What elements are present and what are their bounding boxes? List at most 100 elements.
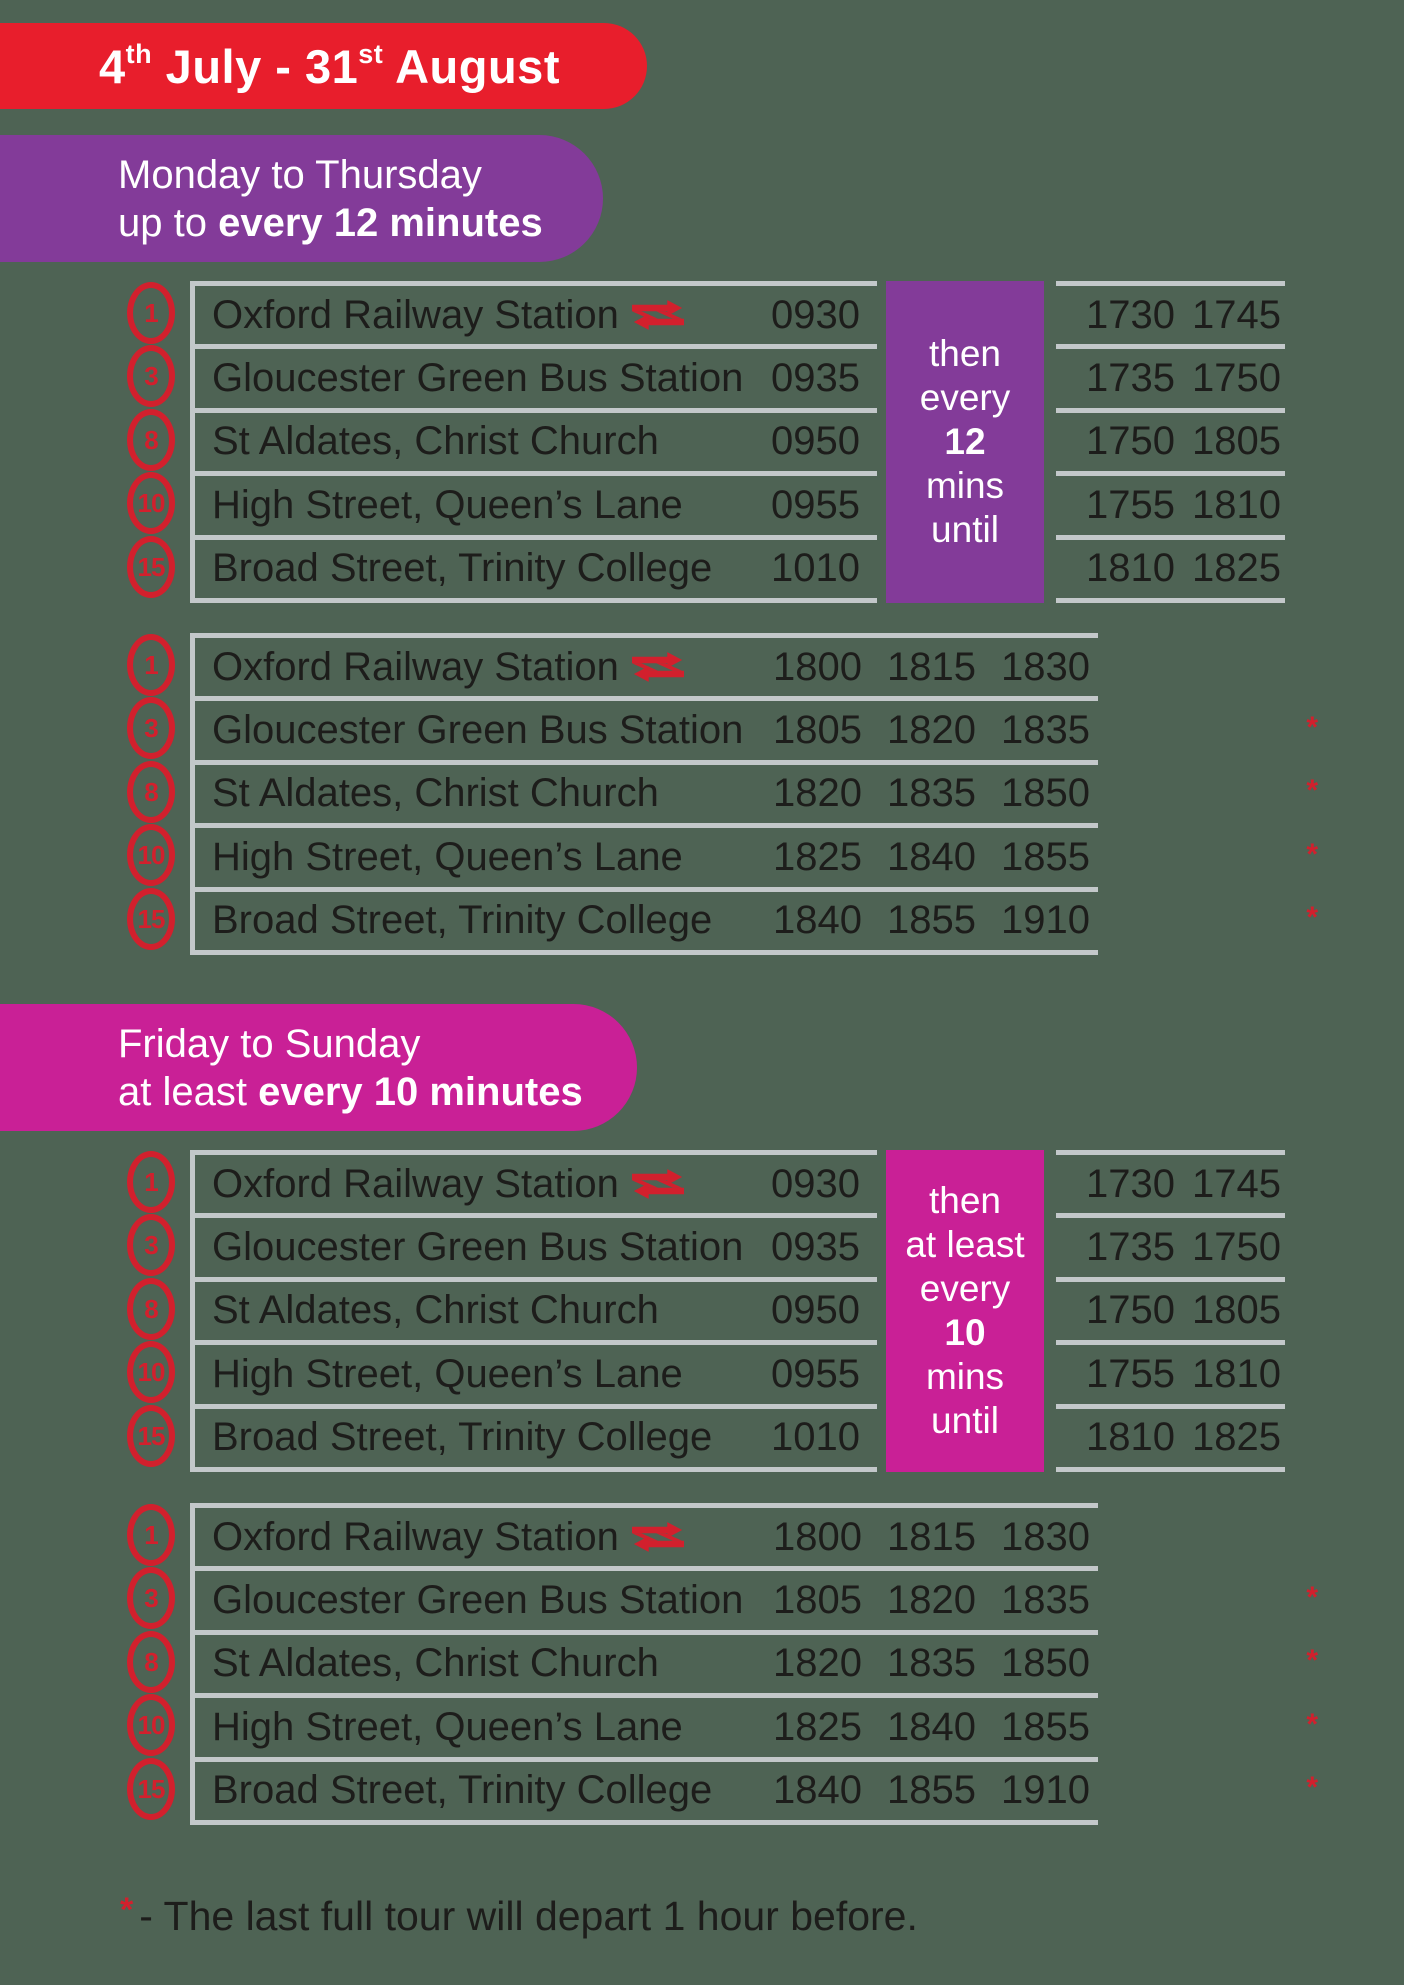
table-row: 1810 1825	[1056, 534, 1285, 598]
national-rail-icon	[631, 1522, 684, 1553]
table-row: 1755 1810	[1056, 471, 1285, 534]
stop-number-badge: 3	[127, 1567, 175, 1629]
depart-time: 0955	[771, 482, 860, 527]
table-left-rule	[190, 633, 195, 955]
stop-number-badge: 1	[127, 1504, 175, 1566]
table-row: 1735 1750	[1056, 344, 1285, 407]
stops-and-first-departures: Oxford Railway Station 0930 Gloucester G…	[195, 1150, 877, 1472]
stop-number-badge: 8	[127, 1631, 175, 1693]
stop-name: Gloucester Green Bus Station	[212, 356, 744, 401]
depart-time: 1835 *	[1001, 708, 1318, 753]
table-row: Oxford Railway Station 1800 1815 1830	[195, 1503, 1098, 1566]
stops-and-first-departures: Oxford Railway Station 0930 Gloucester G…	[195, 281, 877, 603]
table-left-rule	[190, 281, 195, 603]
depart-time: 1735	[1086, 356, 1176, 401]
table-row: 1735 1750	[1056, 1213, 1285, 1276]
depart-time: 1855	[887, 898, 976, 943]
depart-time: 0930	[771, 1161, 860, 1206]
stop-name: Broad Street, Trinity College	[212, 1415, 713, 1460]
depart-time: 1755	[1086, 482, 1176, 527]
stop-number-badge: 1	[127, 634, 175, 696]
last-tour-asterisk: *	[1306, 1644, 1318, 1678]
last-tour-asterisk: *	[1306, 1581, 1318, 1615]
table-row: 1750 1805	[1056, 407, 1285, 471]
depart-time: 1810	[1192, 1351, 1281, 1396]
depart-time: 1820	[773, 1641, 862, 1686]
table-row: High Street, Queen’s Lane 1825 1840 1855 *	[195, 1693, 1318, 1756]
depart-time: 0935	[771, 1225, 860, 1270]
depart-time: 1815	[887, 644, 976, 689]
depart-time: 1840	[887, 834, 976, 879]
then-every-10-mins-box: then at least every 10 mins until	[886, 1150, 1044, 1472]
table-row: St Aldates, Christ Church 1820 1835 1850 *	[195, 1629, 1318, 1693]
stop-name: High Street, Queen’s Lane	[212, 1351, 683, 1396]
table-row: High Street, Queen’s Lane 0955	[195, 471, 877, 534]
table-left-rule	[190, 1503, 195, 1825]
table-row: 1730 1745	[1056, 281, 1285, 344]
depart-time: 1850 *	[1001, 771, 1318, 816]
stop-number-badge: 15	[127, 1405, 175, 1467]
stop-number-badge: 10	[127, 1694, 175, 1756]
national-rail-icon	[631, 1169, 684, 1200]
depart-time: 1840	[773, 898, 862, 943]
depart-time: 1855 *	[1001, 834, 1318, 879]
table-left-rule	[190, 1150, 195, 1472]
table-row: Gloucester Green Bus Station 1805 1820 183…	[195, 696, 1318, 759]
stops-and-late-departures: Oxford Railway Station 1800 1815 1830 Glou…	[195, 1503, 1318, 1825]
last-tour-asterisk: *	[1306, 837, 1318, 871]
stop-number-badge: 3	[127, 697, 175, 759]
depart-time: 0935	[771, 356, 860, 401]
stop-number-badge: 10	[127, 472, 175, 534]
table-row: 1750 1805	[1056, 1276, 1285, 1340]
depart-time: 1855 *	[1001, 1704, 1318, 1749]
depart-time: 1825	[773, 834, 862, 879]
table-row: 1755 1810	[1056, 1340, 1285, 1403]
mon-thu-frequency-banner: Monday to Thursday up to every 12 minute…	[0, 135, 603, 262]
depart-time: 1805	[1192, 1288, 1281, 1333]
depart-time: 0930	[771, 292, 860, 337]
depart-time: 1750	[1086, 419, 1176, 464]
footnote-text: - The last full tour will depart 1 hour …	[139, 1893, 918, 1939]
stop-name: Gloucester Green Bus Station	[212, 1225, 744, 1270]
last-tour-asterisk: *	[1306, 901, 1318, 935]
table-row: Broad Street, Trinity College 1010	[195, 1403, 877, 1467]
depart-time: 1750	[1192, 356, 1281, 401]
footnote-asterisk: *	[120, 1891, 134, 1929]
stop-name: Oxford Railway Station	[212, 1162, 684, 1207]
stop-name: Broad Street, Trinity College	[212, 898, 713, 943]
depart-time: 1745	[1192, 292, 1281, 337]
stop-number-badge: 15	[127, 1758, 175, 1820]
depart-time: 1010	[771, 1415, 860, 1460]
stop-number-badge: 15	[127, 888, 175, 950]
stop-number-badge: 1	[127, 282, 175, 344]
last-tour-asterisk: *	[1306, 711, 1318, 745]
stop-name: Oxford Railway Station	[212, 293, 684, 338]
last-tour-asterisk: *	[1306, 774, 1318, 808]
table-row: 1730 1745	[1056, 1150, 1285, 1213]
fri-sun-frequency-banner: Friday to Sunday at least every 10 minut…	[0, 1004, 637, 1131]
table-row: St Aldates, Christ Church 0950	[195, 407, 877, 471]
depart-time: 0950	[771, 1288, 860, 1333]
depart-time: 1010	[771, 546, 860, 591]
mon-thu-late-timetable: 1 3 8 10 15 Oxford Railway Station 1800 1…	[0, 633, 1404, 955]
depart-time: 1750	[1086, 1288, 1176, 1333]
stop-name: St Aldates, Christ Church	[212, 1641, 659, 1686]
fri-sun-early-timetable: 1 3 8 10 15 Oxford Railway Station 0930 …	[0, 1150, 1404, 1472]
depart-time: 1730	[1086, 1161, 1176, 1206]
stop-number-badge: 8	[127, 1278, 175, 1340]
stop-number-badge: 3	[127, 345, 175, 407]
depart-time: 1805	[773, 1578, 862, 1623]
table-row: St Aldates, Christ Church 0950	[195, 1276, 877, 1340]
stop-number-badge: 8	[127, 409, 175, 471]
table-row: Oxford Railway Station 0930	[195, 1150, 877, 1213]
table-row: Broad Street, Trinity College 1010	[195, 534, 877, 598]
stops-and-late-departures: Oxford Railway Station 1800 1815 1830 Glou…	[195, 633, 1318, 955]
depart-time: 1755	[1086, 1351, 1176, 1396]
footnote: * - The last full tour will depart 1 hou…	[120, 1891, 918, 1940]
depart-time: 0955	[771, 1351, 860, 1396]
depart-time: 1825	[1192, 546, 1281, 591]
depart-time: 1830	[1001, 1514, 1090, 1559]
stop-number-badge: 10	[127, 1341, 175, 1403]
table-row: Oxford Railway Station 1800 1815 1830	[195, 633, 1098, 696]
depart-time: 1835	[887, 1641, 976, 1686]
